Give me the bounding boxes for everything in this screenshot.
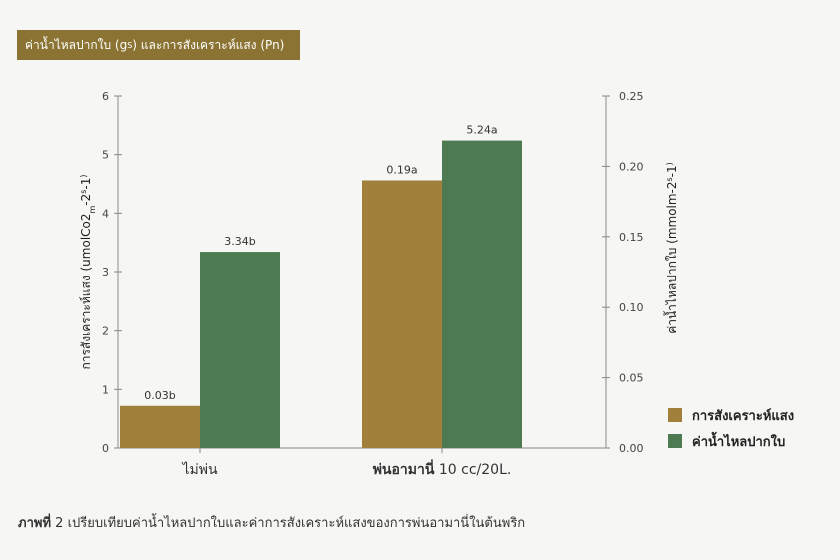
bar-chart: 0 1 2 3 4 5 6 0.00 0.05 0.10 0.15 0.20 0.25 0.03b 3.34… xyxy=(79,90,795,478)
left-tick-label: 2 xyxy=(102,325,109,338)
legend-swatch xyxy=(668,434,682,448)
left-tick-label: 1 xyxy=(102,383,109,396)
figure-caption: ภาพที่ 2 เปรียบเทียบค่าน้ำไหลปากใบและค่า… xyxy=(18,512,525,533)
left-axis-title: การสังเคราะห์แสง (umolCo2m-2s-1) xyxy=(79,174,97,369)
chart-header-bar: ค่าน้ำไหลปากใบ (g S) และการสังเคราะห์แสง … xyxy=(17,30,300,60)
bar-data-label: 0.19a xyxy=(386,163,417,176)
header-subscript: S xyxy=(127,40,133,50)
left-tick-label: 3 xyxy=(102,266,109,279)
category-label: พ่นอามานี่ 10 cc/20L. xyxy=(373,459,512,478)
bar-data-label: 3.34b xyxy=(224,235,255,248)
bar xyxy=(120,405,200,448)
bar xyxy=(442,140,522,448)
left-tick-label: 4 xyxy=(102,207,109,220)
bar xyxy=(362,180,442,449)
header-prefix: ค่าน้ำไหลปากใบ (g xyxy=(25,37,128,52)
caption-text: เปรียบเทียบค่าน้ำไหลปากใบและค่าการสังเคร… xyxy=(67,516,526,531)
bar-data-label: 0.03b xyxy=(144,389,175,402)
legend-swatch xyxy=(668,408,682,422)
right-tick-label: 0.20 xyxy=(619,160,644,173)
left-tick-label: 0 xyxy=(102,442,109,455)
right-tick-label: 0.10 xyxy=(619,301,644,314)
left-tick-label: 6 xyxy=(102,90,109,103)
bar xyxy=(200,252,280,448)
bar-data-label: 5.24a xyxy=(466,124,497,137)
right-tick-label: 0.25 xyxy=(619,90,644,103)
category-label: ไม่พ่น xyxy=(181,461,217,478)
header-suffix: ) และการสังเคราะห์แสง (Pn) xyxy=(132,37,285,52)
right-tick-label: 0.00 xyxy=(619,442,644,455)
left-tick-label: 5 xyxy=(102,149,109,162)
right-tick-label: 0.15 xyxy=(619,231,644,244)
legend-label: ค่าน้ำไหลปากใบ xyxy=(692,431,785,450)
right-tick-label: 0.05 xyxy=(619,372,644,385)
right-axis-title: ค่าน้ำไหลปากใบ (mmolm-2s-1) xyxy=(663,162,679,334)
caption-label: ภาพที่ xyxy=(18,516,52,531)
caption-number: 2 xyxy=(55,516,64,531)
legend-label: การสังเคราะห์แสง xyxy=(692,408,794,424)
